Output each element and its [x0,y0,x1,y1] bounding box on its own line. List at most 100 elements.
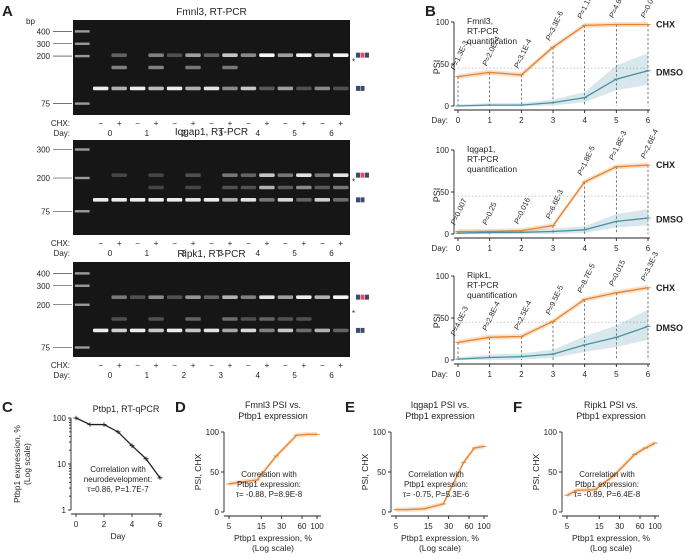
p-value: 3.3E-6 [548,10,566,34]
chx-minus: − [246,361,251,370]
gel-band [277,173,294,177]
dmso-error-band [458,209,648,234]
gel-band [166,198,183,202]
x-tick-label: 60 [465,522,474,531]
chx-minus: − [135,239,140,248]
p-value: 6.6E-3 [548,188,566,212]
chx-plus: + [228,119,233,128]
y-tick-label: 0 [445,230,450,239]
ptbp1-expression-chart: Ptbp1, RT-qPCR 1 10 100 0 2 4 6 Day Ptbp1 express… [12,404,163,541]
p-symbol: P= [449,59,461,72]
gel-band [203,328,220,333]
chx-plus: + [154,361,159,370]
chx-row-label: CHX: [51,119,70,128]
pvalue-label-day-4: P=1.1E-7 [575,0,596,20]
chx-minus: − [283,361,288,370]
x-tick-label: 6 [158,520,163,529]
exon-icon [356,294,360,300]
p-symbol: P= [639,147,651,160]
gel-band [148,86,164,91]
gel-band [185,317,201,321]
day-label-3: 3 [219,129,224,138]
correlation-annotation-line: τ= -0.75, P=5.3E-6 [403,490,470,499]
y-tick-label: 50 [440,188,449,197]
x-axis-label: Day [110,531,126,541]
ladder-band [74,30,90,33]
gel-band [296,86,312,91]
p-value: 4.6E-3 [611,0,629,11]
chart-title-line: Ripk1 PSI vs. [584,400,638,410]
gel-band [148,328,164,333]
x-tick-label: 15 [257,522,266,531]
ladder-band [74,176,90,180]
gel-band [240,86,257,91]
gel-band [314,185,331,190]
p-value: 0.044 [643,0,659,11]
x-axis-label-line: (Log scale) [252,543,294,553]
gel-band [240,173,257,177]
x-axis-label-line: (Log scale) [419,543,461,553]
panel-letter-f: F [513,399,522,416]
x-tick-label: 0 [74,520,79,529]
gel-band [203,198,220,202]
p-symbol: P= [480,54,492,67]
gel-band [259,86,275,91]
exon-icon [360,327,365,333]
y-axis-label: PSI [432,60,442,75]
p-symbol: P= [575,281,587,294]
psi-error-band [567,440,655,498]
gel-title: Fmnl3, RT-PCR [176,7,246,18]
chart-title-line: Fmnl3 PSI vs. [245,400,301,410]
chx-plus: + [265,361,270,370]
gel-band [296,328,312,333]
gel-band [296,198,312,202]
x-tick-label: 0 [456,244,461,253]
gel-band [111,86,127,91]
p-symbol: P= [544,208,556,221]
gel-band [259,328,275,333]
gel-band [166,328,183,333]
chart-title-line: quantification [467,290,517,300]
correlation-annotation-line: Ptbp1 expression: [575,480,639,489]
x-tick-label: 4 [130,520,135,529]
y-tick-label: 10 [57,460,66,469]
gel-band [129,198,146,202]
gel-band [129,86,146,91]
p-symbol: P= [512,213,524,226]
exon-icon [360,172,365,178]
day-label-5: 5 [292,249,297,258]
ladder-label-300: 300 [37,40,51,49]
panel-letter-a: A [2,3,13,20]
gel-band [92,198,109,202]
ladder-band [74,303,90,306]
chx-minus: − [246,119,251,128]
p-value: 2.6E-4 [643,128,661,152]
day-label-6: 6 [329,249,334,258]
chx-plus: + [265,239,270,248]
x-tick-label: 2 [519,370,524,379]
exon-icon [356,52,360,58]
gel-band [296,185,312,190]
exon-icon [365,52,369,58]
gel-band [222,185,238,190]
p-symbol: P= [544,303,556,316]
gel-band [148,295,164,299]
y-tick-label: 50 [440,60,449,69]
gel-band [333,198,349,202]
gel-band [203,295,220,299]
dmso-error-band [458,309,648,360]
gel-band [111,295,127,299]
gel-band [259,185,275,190]
gel-band [203,53,220,57]
correlation-annotation-line: τ= -0.89, P=6.4E-8 [574,490,641,499]
exon-icon [360,294,365,300]
y-tick-label: 50 [377,468,386,477]
x-tick-label: 100 [477,522,491,531]
p-symbol: P= [480,319,492,332]
ladder-label-75: 75 [41,100,50,109]
y-tick-label: 100 [373,428,387,437]
x-tick-label: 100 [648,522,662,531]
day-label-4: 4 [255,129,260,138]
chx-plus: + [117,361,122,370]
p-value: 1.8E-5 [579,144,597,168]
